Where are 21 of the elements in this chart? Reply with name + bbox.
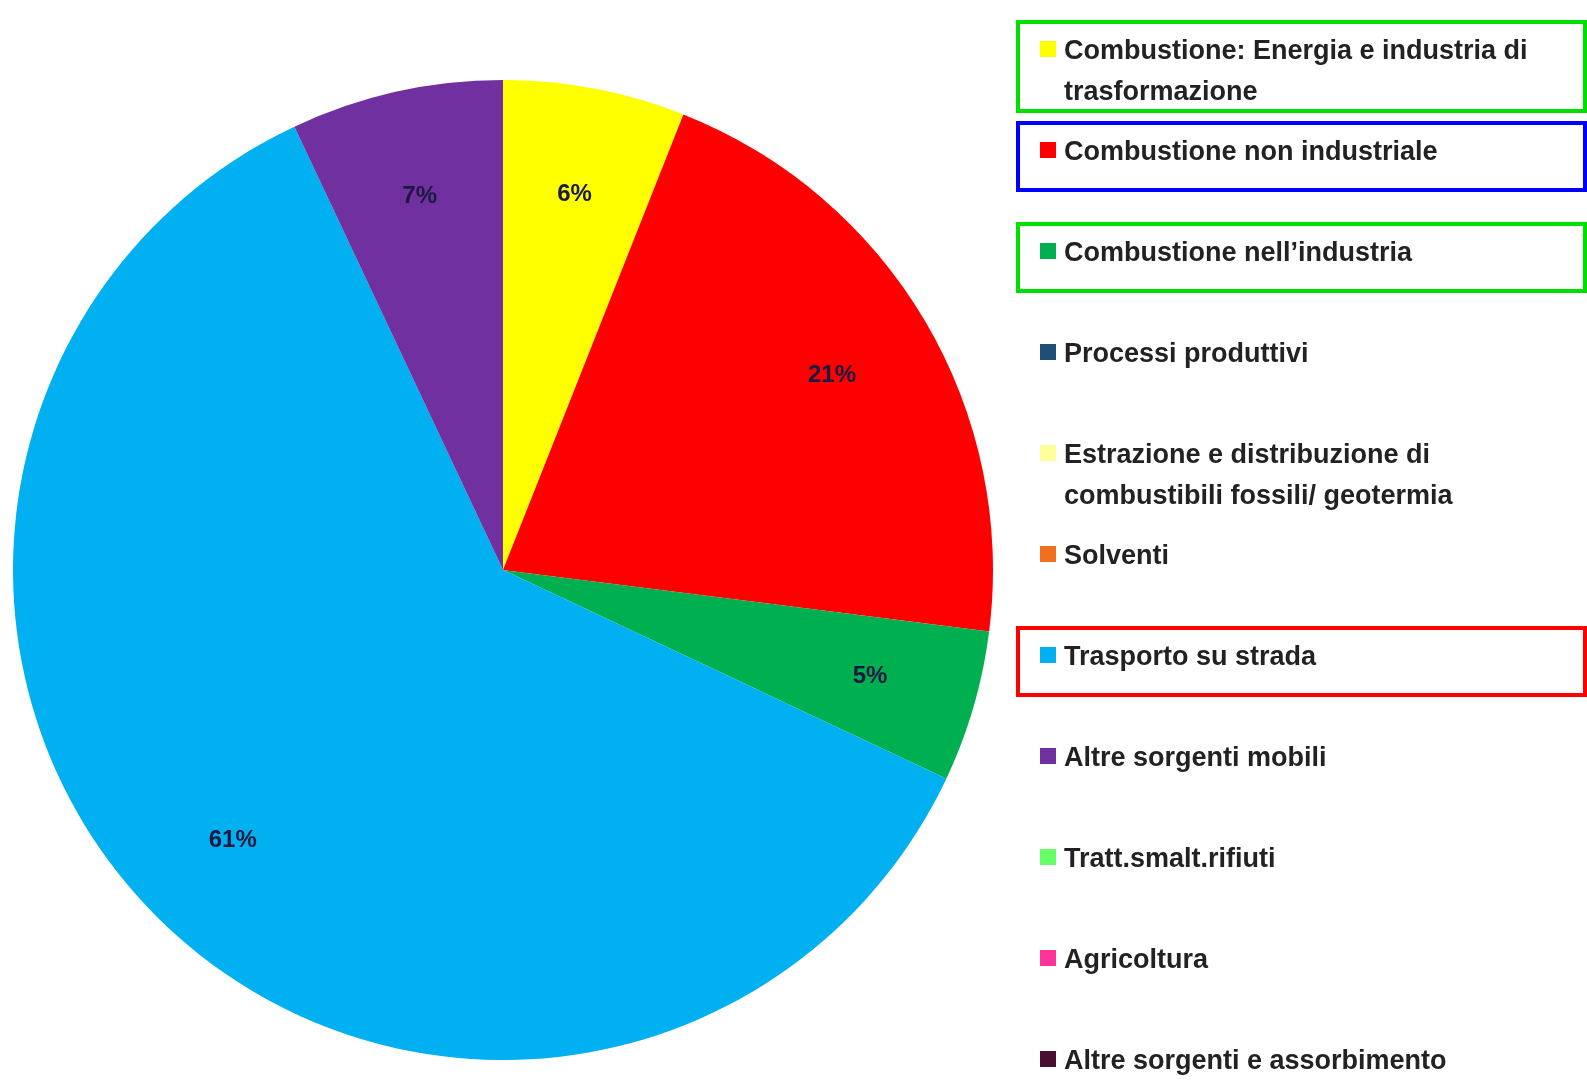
legend-label: Combustione nell’industria [1064, 236, 1413, 269]
legend-label: Trasporto su strada [1064, 640, 1317, 673]
pie-slice [13, 126, 947, 1060]
legend-label: Combustione: Energia e industria di trasformazione [1064, 34, 1529, 108]
pie-slice [503, 80, 684, 570]
legend-label: Combustione non industriale [1064, 135, 1438, 168]
data-label: 7% [402, 181, 437, 209]
data-label: 5% [852, 660, 888, 688]
pie-slice [503, 570, 990, 779]
pie-slice [294, 80, 503, 570]
legend-label: Tratt.smalt.rifiuti [1064, 842, 1276, 875]
legend-label: Altre sorgenti mobili [1064, 741, 1327, 774]
legend-label: Processi produttivi [1064, 337, 1309, 370]
data-label: 21% [807, 359, 856, 387]
legend-label: Solventi [1064, 539, 1170, 572]
data-label: 6% [557, 178, 592, 206]
legend-label: Estrazione e distribuzione di combustibili fossili/ geotermia [1064, 438, 1454, 512]
legend-label: Altre sorgenti e assorbimento [1064, 1044, 1447, 1077]
legend-label: Agricoltura [1064, 943, 1209, 976]
pie-slice [503, 114, 993, 632]
data-label: 61% [208, 824, 257, 852]
